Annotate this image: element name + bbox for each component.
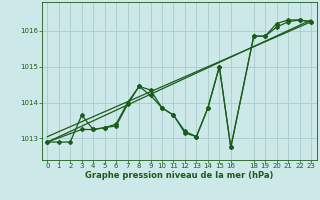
- X-axis label: Graphe pression niveau de la mer (hPa): Graphe pression niveau de la mer (hPa): [85, 171, 273, 180]
